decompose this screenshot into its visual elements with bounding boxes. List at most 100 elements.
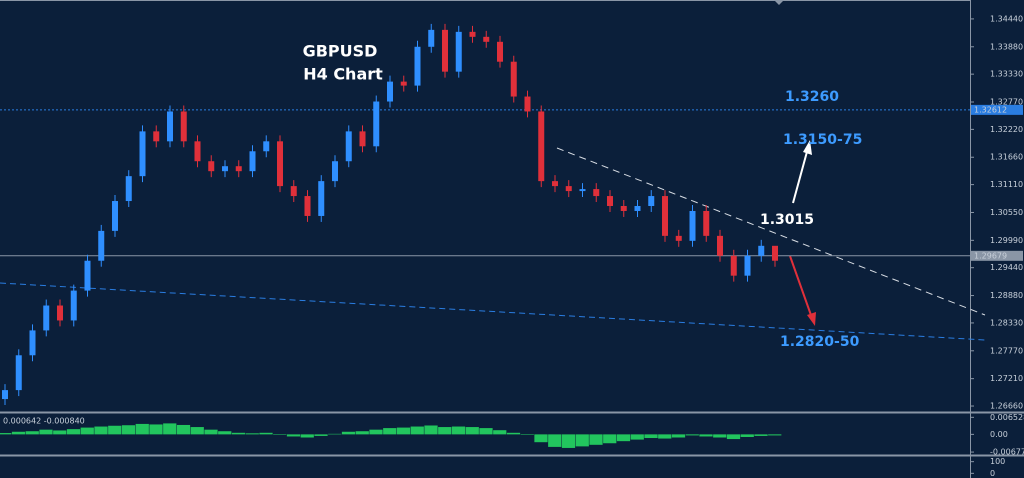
y-tick-label: 1.26660 (990, 402, 1023, 411)
histogram-bar (630, 434, 644, 440)
candle-body (359, 131, 366, 147)
candle-body (57, 305, 63, 321)
histogram-bar (603, 434, 617, 444)
histogram-bar (396, 427, 411, 435)
histogram-bar (328, 433, 342, 435)
histogram-bar (520, 434, 534, 435)
candle-body (552, 181, 558, 187)
histogram-bar (383, 428, 397, 435)
candle-body (2, 390, 8, 400)
candle-body (510, 61, 517, 97)
histogram-bar (548, 434, 562, 447)
candle-body (565, 186, 572, 192)
price-tag-label: 1.29679 (974, 251, 1007, 260)
histogram-bar (273, 434, 287, 435)
histogram-bar (726, 434, 741, 440)
histogram-bar (314, 434, 328, 436)
y-tick-label: 1.29440 (990, 263, 1023, 272)
y-tick-label: 1.31660 (990, 153, 1023, 162)
y-tick-label: 1.32220 (990, 125, 1023, 134)
candle-body (318, 181, 325, 216)
y-tick-label: 0.00 (990, 430, 1008, 439)
histogram-bar (218, 431, 232, 435)
histogram-bar (369, 429, 383, 435)
histogram-bar (658, 434, 672, 439)
trend-line (556, 147, 986, 316)
candle-body (139, 131, 146, 177)
candle-body (29, 330, 36, 356)
y-tick-label: 1.29990 (990, 236, 1023, 245)
trend-line (0, 282, 986, 341)
candle-body (400, 81, 407, 86)
price-tag-label: 1.32612 (974, 105, 1007, 114)
candle-body (497, 41, 503, 62)
annotation: 1.3150-75 (783, 132, 862, 148)
histogram-bar (740, 434, 754, 437)
y-tick-label: 1.27770 (990, 346, 1023, 355)
y-tick-label: 1.28880 (990, 291, 1023, 300)
candle-body (772, 245, 778, 261)
histogram-bar (121, 425, 136, 435)
histogram-bar (25, 431, 39, 435)
candle-body (125, 176, 132, 202)
histogram-bar (53, 430, 67, 435)
histogram-bar (163, 423, 177, 435)
histogram-bar (0, 433, 12, 435)
histogram-bar (589, 434, 603, 445)
histogram-bar (699, 434, 713, 437)
histogram-bar (671, 434, 686, 438)
candle-body (455, 31, 462, 72)
candle-body (675, 235, 682, 241)
y-tick-label: 1.34440 (990, 14, 1023, 23)
chart-subtitle: H4 Chart (303, 65, 383, 84)
candle-body (208, 161, 215, 172)
indicator-header: 0.000642 -0.000840 (3, 417, 85, 426)
y-tick-label: 1.30550 (990, 208, 1023, 217)
shift-marker (774, 0, 784, 5)
annotation: 1.3015 (760, 212, 814, 228)
histogram-bar (39, 429, 53, 435)
candle-body (167, 111, 173, 142)
histogram-bar (135, 423, 149, 435)
y-tick-label: 0 (990, 469, 995, 478)
y-tick-label: 100 (990, 457, 1005, 466)
histogram-bar (534, 434, 548, 443)
histogram-bar (713, 434, 727, 438)
histogram-bar (424, 425, 438, 435)
candle-body (469, 31, 476, 37)
candle-body (579, 189, 586, 192)
histogram-bar (355, 431, 369, 435)
annotation: 1.3260 (785, 89, 839, 105)
histogram-bar (176, 424, 191, 435)
candle-body (483, 36, 490, 42)
y-tick-label: 1.28330 (990, 318, 1023, 327)
histogram-bar (506, 432, 521, 435)
price-tag (971, 250, 1023, 261)
histogram-bar (80, 427, 94, 435)
candle-body (634, 206, 641, 211)
candle-body (304, 196, 311, 216)
candle-body (387, 81, 393, 102)
histogram-bar (204, 429, 218, 435)
histogram-bar (451, 426, 466, 435)
y-tick-label: 1.33880 (990, 42, 1023, 51)
candle-body (277, 141, 283, 187)
y-tick-label: -0.006775 (990, 448, 1024, 457)
candle-body (194, 141, 201, 162)
candle-body (662, 196, 668, 236)
candle-body (249, 151, 256, 172)
candle-body (15, 355, 22, 391)
histogram-bar (493, 430, 507, 435)
candle-body (730, 255, 737, 276)
candle-body (524, 96, 531, 112)
candle-body (222, 166, 228, 172)
histogram-bar (754, 434, 768, 436)
candle-body (414, 46, 421, 86)
histogram-bar (644, 434, 658, 439)
histogram-bar (231, 432, 246, 435)
candle-body (153, 131, 160, 142)
candle-body (290, 186, 297, 197)
annotation: 1.2820-50 (780, 334, 860, 350)
candle-body (345, 131, 352, 162)
